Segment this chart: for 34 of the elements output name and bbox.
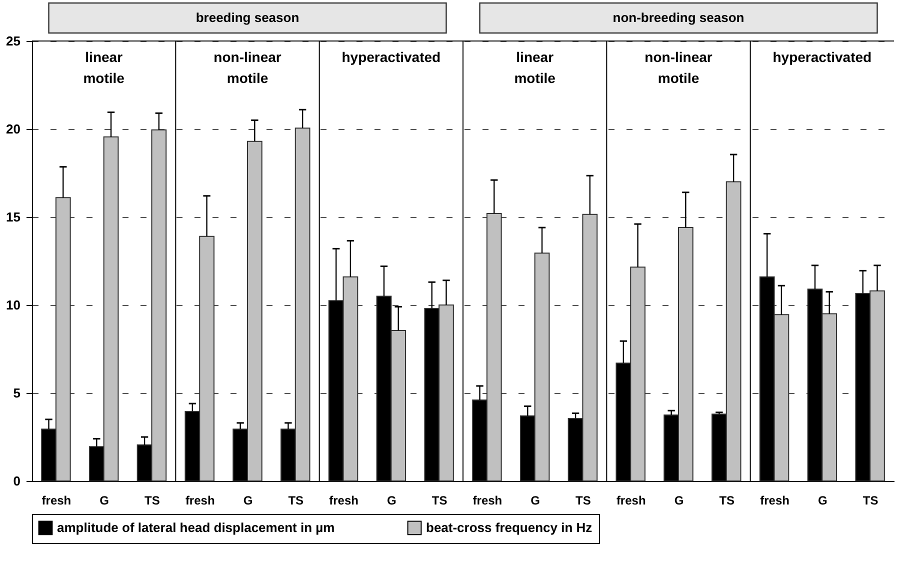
x-tick-label: fresh (185, 494, 215, 508)
x-tick-label: G (243, 494, 253, 508)
y-tick-label: 0 (13, 474, 20, 488)
x-tick-label: TS (432, 494, 448, 508)
annotation: non-linear motile (644, 49, 713, 86)
x-tick-label: fresh (329, 494, 358, 508)
annotation: linear motile (83, 49, 125, 86)
text: breeding season (196, 10, 300, 25)
x-tick-label: G (674, 494, 684, 508)
y-tick-label: 15 (6, 210, 20, 224)
text: non-breeding season (612, 10, 744, 25)
x-tick-label: fresh (760, 494, 790, 508)
legend-label: beat-cross frequency in Hz (426, 520, 593, 535)
y-tick-label: 25 (6, 34, 20, 48)
y-tick-label: 20 (6, 122, 20, 136)
y-tick-label: 5 (13, 386, 20, 400)
x-tick-label: G (818, 494, 828, 508)
x-tick-label: G (100, 494, 110, 508)
x-tick-label: TS (719, 494, 735, 508)
y-tick-label: 10 (6, 298, 20, 312)
legend-label: amplitude of lateral head displacement in µm (57, 520, 335, 535)
x-tick-label: fresh (42, 494, 72, 508)
x-tick-label: TS (288, 494, 304, 508)
annotation: hyperactivated (772, 49, 872, 65)
x-tick-label: G (530, 494, 540, 508)
x-tick-label: TS (576, 494, 591, 508)
x-tick-label: fresh (616, 494, 646, 508)
x-tick-label: G (386, 494, 396, 508)
x-tick-label: TS (862, 494, 878, 508)
annotation: non-linear motile (214, 49, 282, 86)
annotation: hyperactivated (342, 49, 441, 65)
x-tick-label: fresh (472, 494, 502, 508)
annotation: linear motile (514, 49, 556, 86)
x-tick-label: TS (144, 494, 160, 508)
